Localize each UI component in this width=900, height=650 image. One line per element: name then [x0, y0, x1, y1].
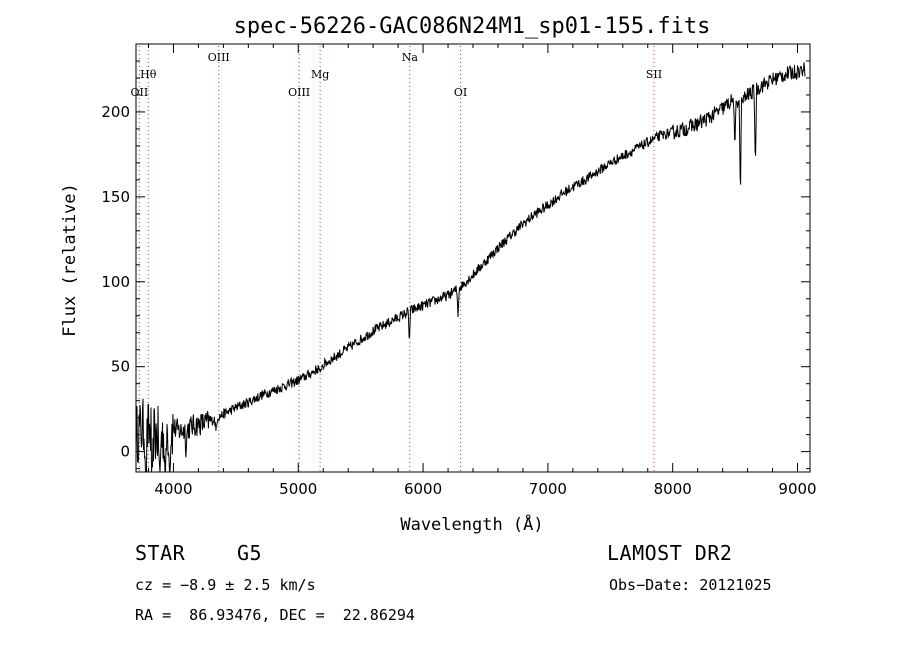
x-tick-label: 4000	[154, 480, 192, 498]
line-marker-label: Na	[402, 51, 419, 64]
y-tick-label: 200	[101, 103, 130, 121]
y-tick-label: 150	[101, 188, 130, 206]
y-tick-label: 0	[120, 443, 130, 461]
chart-title: spec-56226-GAC086N24M1_sp01-155.fits	[234, 14, 711, 39]
sky-coordinates: RA = 86.93476, DEC = 22.86294	[135, 606, 415, 624]
y-axis-label: Flux (relative)	[60, 183, 80, 337]
object-subclass: G5	[237, 541, 263, 565]
line-marker-label: OIII	[208, 51, 230, 64]
x-tick-label: 8000	[654, 480, 692, 498]
spectrum-line	[135, 62, 806, 473]
y-tick-label: 50	[111, 358, 130, 376]
survey-name: LAMOST DR2	[607, 541, 733, 565]
line-marker-label: OIII	[288, 86, 310, 99]
line-marker-label: OI	[454, 86, 467, 99]
x-tick-label: 7000	[529, 480, 567, 498]
redshift-velocity: cz = −8.9 ± 2.5 km/s	[135, 576, 316, 594]
line-marker-label: Hθ	[140, 68, 157, 81]
x-tick-label: 6000	[404, 480, 442, 498]
x-tick-label: 5000	[279, 480, 317, 498]
y-tick-label: 100	[101, 273, 130, 291]
object-class: STAR	[135, 541, 186, 565]
x-axis-label: Wavelength (Å)	[400, 513, 543, 535]
axis-ticks: 4000 5000 6000 7000 8000 9000 0 50 100 150 200	[101, 44, 817, 498]
line-marker-label: SII	[646, 68, 662, 81]
line-marker-label: Mg	[311, 68, 329, 81]
x-tick-label: 9000	[778, 480, 816, 498]
observation-date: Obs−Date: 20121025	[609, 576, 772, 594]
line-marker-label: OII	[131, 86, 149, 99]
